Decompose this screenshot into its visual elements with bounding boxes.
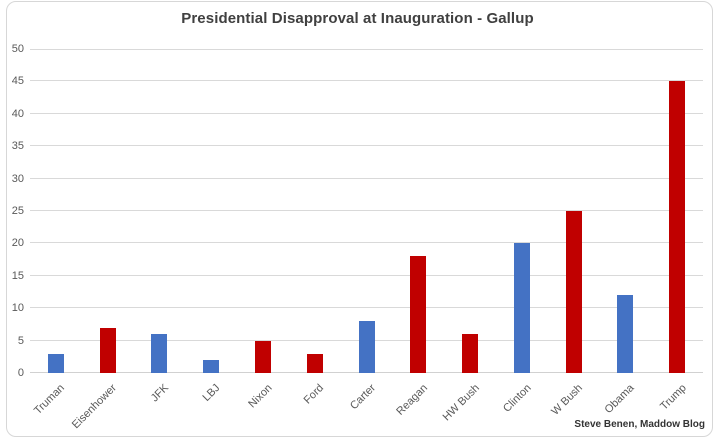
y-tick-label-15: 15 (11, 270, 24, 282)
x-tick-label-hw-bush: HW Bush (440, 382, 482, 424)
x-tick-label-w-bush: W Bush (549, 382, 586, 418)
x-tick-label-trump: Trump (657, 382, 689, 413)
bar-ford (306, 353, 323, 373)
bar-clinton (513, 243, 530, 373)
attribution-text: Steve Benen, Maddow Blog (574, 419, 705, 430)
bar-hw-bush (462, 334, 479, 373)
x-tick-label-nixon: Nixon (246, 382, 275, 411)
y-tick-label-0: 0 (17, 367, 24, 379)
x-tick-label-eisenhower: Eisenhower (70, 382, 120, 432)
gridline-40 (30, 113, 703, 114)
y-tick-label-35: 35 (11, 140, 24, 152)
bar-eisenhower (99, 327, 116, 373)
chart-title: Presidential Disapproval at Inauguration… (181, 10, 534, 27)
bar-truman (47, 353, 64, 373)
bar-reagan (410, 256, 427, 373)
y-tick-label-30: 30 (11, 173, 24, 185)
plot-area (30, 49, 703, 373)
gridline-15 (30, 275, 703, 276)
y-tick-label-45: 45 (11, 75, 24, 87)
y-tick-label-25: 25 (11, 205, 24, 217)
gridline-45 (30, 80, 703, 81)
bar-trump (669, 81, 686, 373)
x-tick-label-truman: Truman (32, 382, 68, 418)
gridline-10 (30, 307, 703, 308)
x-tick-label-ford: Ford (301, 382, 327, 407)
gridline-30 (30, 178, 703, 179)
x-tick-label-carter: Carter (347, 382, 378, 413)
bar-carter (358, 321, 375, 373)
bar-w-bush (565, 211, 582, 373)
gridline-25 (30, 210, 703, 211)
x-tick-label-lbj: LBJ (200, 382, 223, 404)
y-tick-label-5: 5 (17, 335, 24, 347)
gridline-50 (30, 49, 703, 50)
y-tick-label-40: 40 (11, 108, 24, 120)
y-axis: 0 5 10 15 20 25 30 35 40 45 50 (0, 44, 24, 379)
bar-jfk (151, 334, 168, 373)
x-tick-label-obama: Obama (602, 382, 637, 416)
y-tick-label-20: 20 (11, 237, 24, 249)
gridline-35 (30, 145, 703, 146)
bar-obama (617, 295, 634, 373)
bar-lbj (203, 360, 220, 373)
y-tick-label-50: 50 (11, 43, 24, 55)
x-tick-label-clinton: Clinton (500, 382, 534, 415)
x-tick-label-reagan: Reagan (394, 382, 430, 418)
bar-nixon (254, 340, 271, 373)
gridline-20 (30, 242, 703, 243)
y-tick-label-10: 10 (11, 302, 24, 314)
x-tick-label-jfk: JFK (148, 382, 171, 405)
